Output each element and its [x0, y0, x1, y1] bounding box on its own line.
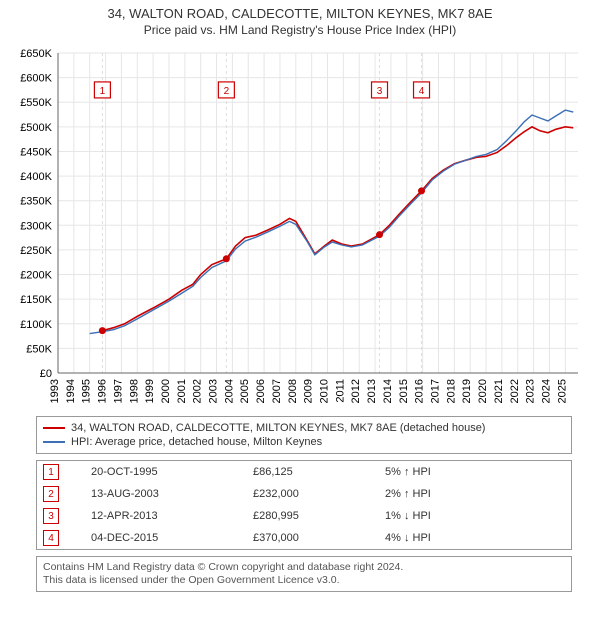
- marker-badge: 2: [43, 486, 59, 502]
- x-tick-label: 2003: [208, 379, 220, 403]
- transactions-table: 1 20-OCT-1995£86,1255% ↑ HPI 2 13-AUG-2003£…: [36, 460, 572, 550]
- tx-delta: 5% ↑ HPI: [379, 461, 571, 483]
- y-tick-label: £550K: [20, 97, 52, 109]
- marker-badge: 1: [43, 464, 59, 480]
- table-row: 3 12-APR-2013£280,9951% ↓ HPI: [37, 505, 571, 527]
- y-tick-label: £500K: [20, 122, 52, 134]
- table-row: 2 13-AUG-2003£232,0002% ↑ HPI: [37, 483, 571, 505]
- x-tick-label: 2020: [477, 379, 489, 403]
- y-tick-label: £0: [40, 368, 52, 380]
- y-tick-label: £200K: [20, 270, 52, 282]
- x-tick-label: 2006: [255, 379, 267, 403]
- tx-price: £232,000: [247, 483, 379, 505]
- footer-line-2: This data is licensed under the Open Gov…: [43, 574, 565, 587]
- x-tick-label: 2024: [540, 379, 552, 403]
- y-tick-label: £350K: [20, 196, 52, 208]
- x-tick-label: 2011: [334, 379, 346, 403]
- marker-point: [376, 231, 383, 238]
- chart-titles: 34, WALTON ROAD, CALDECOTTE, MILTON KEYN…: [0, 0, 600, 37]
- price-chart: £0 £50K £100K £150K £200K £250K £300K £350K £400…: [10, 45, 590, 405]
- x-tick-label: 2015: [398, 379, 410, 403]
- x-tick-label: 2005: [239, 379, 251, 403]
- tx-date: 13-AUG-2003: [85, 483, 247, 505]
- table-row: 1 20-OCT-1995£86,1255% ↑ HPI: [37, 461, 571, 483]
- x-tick-label: 2001: [176, 379, 188, 403]
- y-tick-label: £300K: [20, 220, 52, 232]
- tx-delta: 2% ↑ HPI: [379, 483, 571, 505]
- y-tick-label: £50K: [26, 343, 52, 355]
- legend-item: HPI: Average price, detached house, Milt…: [43, 435, 565, 449]
- marker-point: [418, 187, 425, 194]
- x-tick-label: 2025: [556, 379, 568, 403]
- y-tick-label: £250K: [20, 245, 52, 257]
- marker-badge-number: 4: [419, 86, 425, 97]
- chart-subtitle: Price paid vs. HM Land Registry's House …: [0, 23, 600, 37]
- chart-container: £0 £50K £100K £150K £200K £250K £300K £350K £400…: [10, 45, 590, 410]
- legend-item: 34, WALTON ROAD, CALDECOTTE, MILTON KEYN…: [43, 421, 565, 435]
- x-tick-label: 1996: [97, 379, 109, 403]
- legend-swatch: [43, 441, 65, 443]
- tx-delta: 1% ↓ HPI: [379, 505, 571, 527]
- x-tick-label: 2022: [509, 379, 521, 403]
- y-tick-label: £450K: [20, 146, 52, 158]
- tx-date: 20-OCT-1995: [85, 461, 247, 483]
- x-tick-label: 2009: [303, 379, 315, 403]
- x-tick-label: 2018: [445, 379, 457, 403]
- x-tick-label: 2002: [192, 379, 204, 403]
- marker-badge-number: 2: [224, 86, 230, 97]
- x-tick-label: 1994: [65, 379, 77, 403]
- legend-swatch: [43, 427, 65, 429]
- x-tick-label: 2023: [525, 379, 537, 403]
- tx-date: 12-APR-2013: [85, 505, 247, 527]
- y-tick-label: £600K: [20, 73, 52, 85]
- x-tick-label: 2000: [160, 379, 172, 403]
- y-tick-label: £650K: [20, 48, 52, 60]
- table-row: 4 04-DEC-2015£370,0004% ↓ HPI: [37, 527, 571, 549]
- y-tick-label: £100K: [20, 319, 52, 331]
- footer-line-1: Contains HM Land Registry data © Crown c…: [43, 561, 565, 574]
- x-tick-label: 2004: [223, 379, 235, 403]
- legend-label: HPI: Average price, detached house, Milt…: [71, 435, 322, 449]
- x-tick-label: 2012: [350, 379, 362, 403]
- marker-badge-number: 3: [377, 86, 383, 97]
- x-tick-label: 1993: [49, 379, 61, 403]
- marker-point: [99, 327, 106, 334]
- x-tick-label: 2017: [429, 379, 441, 403]
- legend: 34, WALTON ROAD, CALDECOTTE, MILTON KEYN…: [36, 416, 572, 454]
- x-tick-label: 1995: [81, 379, 93, 403]
- chart-title: 34, WALTON ROAD, CALDECOTTE, MILTON KEYN…: [0, 6, 600, 21]
- x-tick-label: 2019: [461, 379, 473, 403]
- tx-date: 04-DEC-2015: [85, 527, 247, 549]
- y-tick-label: £150K: [20, 294, 52, 306]
- legend-label: 34, WALTON ROAD, CALDECOTTE, MILTON KEYN…: [71, 421, 485, 435]
- x-tick-label: 2007: [271, 379, 283, 403]
- attribution-footer: Contains HM Land Registry data © Crown c…: [36, 556, 572, 592]
- x-tick-label: 2016: [414, 379, 426, 403]
- x-tick-label: 2013: [366, 379, 378, 403]
- tx-delta: 4% ↓ HPI: [379, 527, 571, 549]
- marker-point: [223, 255, 230, 262]
- marker-badge-number: 1: [100, 86, 106, 97]
- tx-price: £280,995: [247, 505, 379, 527]
- tx-price: £86,125: [247, 461, 379, 483]
- x-tick-label: 2010: [319, 379, 331, 403]
- y-tick-label: £400K: [20, 171, 52, 183]
- x-tick-label: 2014: [382, 379, 394, 403]
- marker-badge: 3: [43, 508, 59, 524]
- marker-badge: 4: [43, 530, 59, 546]
- x-tick-label: 2021: [493, 379, 505, 403]
- x-tick-label: 1998: [128, 379, 140, 403]
- x-tick-label: 1997: [112, 379, 124, 403]
- x-tick-label: 2008: [287, 379, 299, 403]
- tx-price: £370,000: [247, 527, 379, 549]
- x-tick-label: 1999: [144, 379, 156, 403]
